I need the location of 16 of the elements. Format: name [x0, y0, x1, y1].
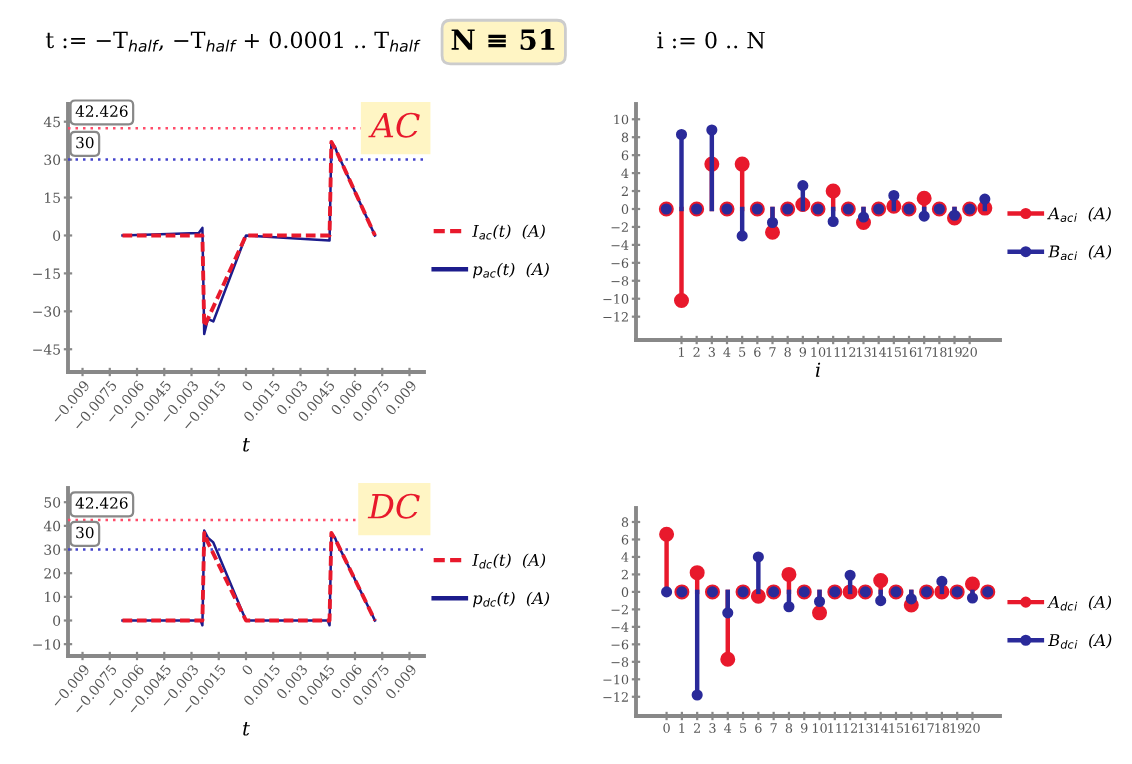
legend-label: B$_{aci}$ (A) [1048, 245, 1112, 261]
legend-label: p$_{ac}$(t) (A) [473, 262, 549, 279]
text: i := 0 .. N [657, 31, 765, 49]
legend-label: A$_{aci}$ (A) [1047, 206, 1111, 222]
x-axis-title: t [243, 438, 250, 452]
legend-label: I$_{dc}$(t) (A) [472, 553, 546, 569]
x-axis-title: t [243, 722, 250, 736]
legend-label: B$_{dci}$ (A) [1048, 633, 1112, 649]
legend-label: p$_{dc}$(t) (A) [473, 591, 550, 608]
chart-title: AC [368, 112, 420, 138]
text: N ≡ 51 [451, 29, 555, 51]
chart-title: DC [367, 493, 420, 519]
text: t := −T$_{half}$, −T$_{half}$ + 0.0001 .. T$_{half}$ [45, 31, 421, 52]
legend-label: A$_{dci}$ (A) [1047, 595, 1112, 611]
x-axis-title: i [815, 362, 821, 377]
legend-label: I$_{ac}$(t) (A) [472, 224, 545, 240]
